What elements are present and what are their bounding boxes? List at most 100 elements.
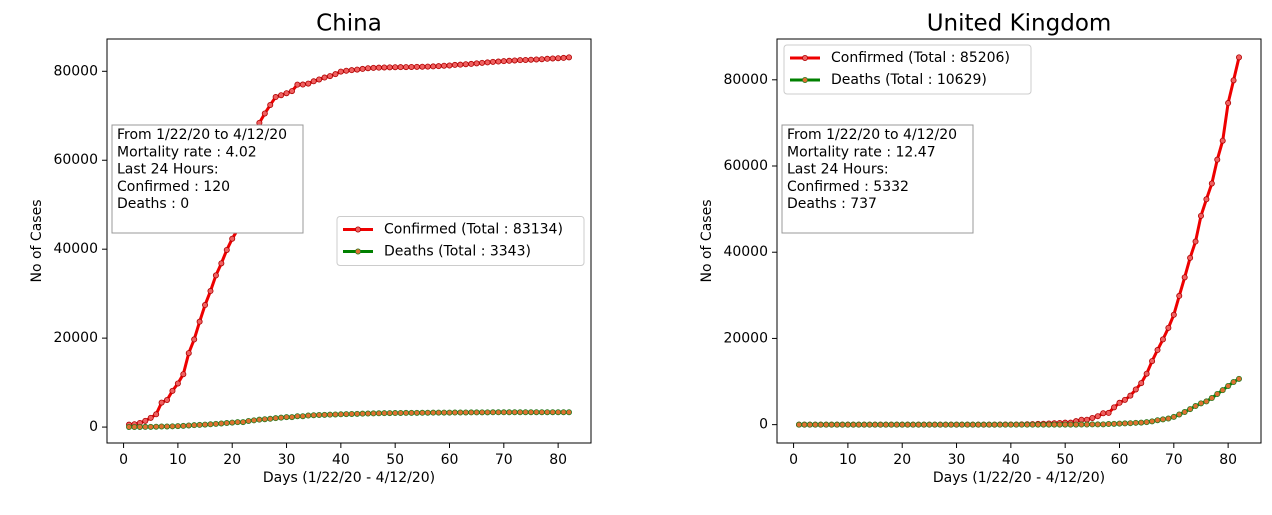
legend-label: Confirmed (Total : 83134) [384, 222, 563, 238]
data-point [1143, 370, 1150, 377]
data-point [397, 64, 404, 71]
data-point [522, 409, 529, 416]
data-point [348, 67, 355, 74]
axes: United Kingdom 0 10 20 30 40 50 60 70 80 0 20000 400… [699, 11, 1262, 486]
data-point [522, 56, 529, 63]
annotation-text: Last 24 Hours: [117, 162, 219, 178]
data-point [1013, 421, 1020, 428]
data-point [310, 412, 317, 419]
data-point [1208, 395, 1215, 402]
data-point [1078, 421, 1085, 428]
data-point [1040, 421, 1047, 428]
data-point [207, 421, 214, 428]
data-point [473, 409, 480, 416]
data-point [1127, 420, 1134, 427]
y-tick-label: 60000 [723, 158, 768, 174]
legend-label: Confirmed (Total : 85206) [831, 50, 1010, 66]
data-point [468, 409, 475, 416]
data-point [413, 63, 420, 70]
data-point [806, 421, 813, 428]
data-point [1197, 400, 1204, 407]
data-point [1225, 382, 1232, 389]
data-point [1208, 180, 1215, 187]
data-point [299, 413, 306, 420]
data-point [1035, 421, 1042, 428]
data-point [451, 61, 458, 68]
data-point [872, 421, 879, 428]
data-point [506, 57, 513, 64]
data-point [223, 420, 230, 427]
data-point [1094, 421, 1101, 428]
x-tick-label: 80 [549, 452, 567, 468]
data-point [500, 58, 507, 65]
data-point [321, 74, 328, 81]
data-point [1181, 274, 1188, 281]
data-point [403, 64, 410, 71]
data-point [527, 56, 534, 63]
legend: Confirmed (Total : 85206) Deaths (Total :… [783, 44, 1032, 95]
y-axis-label: No of Cases [699, 200, 715, 283]
data-point [419, 63, 426, 70]
data-point [910, 421, 917, 428]
data-point [207, 288, 214, 295]
data-point [1170, 413, 1177, 420]
data-point [506, 409, 513, 416]
data-point [1132, 386, 1139, 393]
x-tick-label: 10 [169, 452, 187, 468]
data-point [796, 421, 803, 428]
data-point [484, 59, 491, 66]
y-tick-label: 40000 [53, 241, 98, 257]
data-point [1116, 420, 1123, 427]
data-point [473, 60, 480, 67]
annotation-text: From 1/22/20 to 4/12/20 [117, 127, 287, 143]
data-point [131, 423, 138, 430]
data-point [566, 54, 573, 61]
data-point [147, 423, 154, 430]
annotation-text: Mortality rate : 4.02 [117, 144, 257, 160]
legend-marker [354, 248, 361, 255]
data-point [1214, 390, 1221, 397]
data-point [1192, 403, 1199, 410]
data-point [462, 409, 469, 416]
data-point [212, 272, 219, 279]
data-point [169, 423, 176, 430]
data-point [1111, 420, 1118, 427]
data-point [915, 421, 922, 428]
y-tick-label: 20000 [723, 330, 768, 346]
data-point [202, 302, 209, 309]
y-tick-label: 40000 [723, 244, 768, 260]
data-point [310, 78, 317, 85]
data-point [1051, 421, 1058, 428]
data-point [153, 423, 160, 430]
x-axis-label: Days (1/22/20 - 4/12/20) [263, 470, 435, 486]
data-point [185, 422, 192, 429]
data-point [560, 54, 567, 61]
data-point [370, 410, 377, 417]
data-point [1018, 421, 1025, 428]
data-point [1187, 254, 1194, 261]
data-point [489, 409, 496, 416]
data-point [299, 81, 306, 88]
data-point [958, 421, 965, 428]
data-point [549, 55, 556, 62]
data-point [1225, 100, 1232, 107]
data-point [479, 409, 486, 416]
data-point [441, 409, 448, 416]
data-point [321, 411, 328, 418]
data-point [1029, 421, 1036, 428]
data-point [893, 421, 900, 428]
data-point [511, 409, 518, 416]
data-point [975, 421, 982, 428]
data-point [1105, 409, 1112, 416]
data-point [1121, 396, 1128, 403]
data-point [828, 421, 835, 428]
data-point [196, 318, 203, 325]
x-axis-label: Days (1/22/20 - 4/12/20) [933, 470, 1105, 486]
data-point [354, 410, 361, 417]
series-line [799, 57, 1241, 427]
data-point [538, 409, 545, 416]
data-point [305, 80, 312, 87]
data-point [555, 409, 562, 416]
data-point [288, 414, 295, 421]
